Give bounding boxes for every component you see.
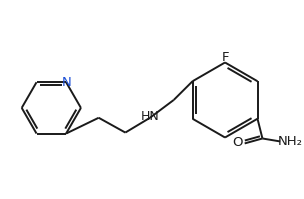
Text: NH₂: NH₂ (278, 135, 302, 148)
Text: F: F (221, 51, 229, 64)
Text: HN: HN (141, 110, 159, 123)
Text: N: N (61, 76, 71, 89)
Text: O: O (233, 136, 243, 149)
